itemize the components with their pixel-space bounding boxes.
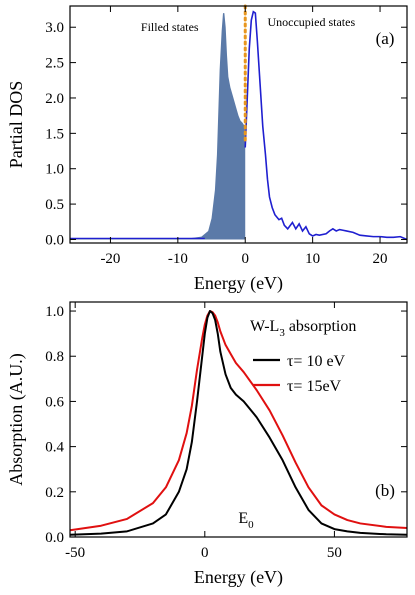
legend-label-tau-15: τ= 15eV (287, 378, 342, 395)
panel-a-plot-area (70, 4, 408, 241)
panel-b-legend: τ= 10 eV τ= 15eV (253, 353, 346, 395)
e0-main: E (238, 510, 248, 527)
x-tick-label: -20 (100, 251, 120, 267)
y-tick-label: 2.5 (45, 56, 64, 72)
y-tick-label: 1.0 (45, 304, 64, 320)
panel-b-plot-area (69, 310, 408, 536)
panel-a-frame (69, 5, 408, 244)
y-tick-label: 0.2 (45, 485, 64, 501)
title-rest: absorption (285, 318, 357, 335)
y-tick-label: 0.8 (45, 349, 64, 365)
panel-a-partial-dos: -20 -10 0 10 20 0.0 0.5 1.0 1.5 2.0 2.5 3.0 Energy … (6, 4, 408, 294)
y-tick-label: 0.6 (45, 394, 64, 410)
title-main: W-L (250, 318, 279, 335)
y-tick-label: 0.4 (45, 440, 64, 456)
unoccupied-states-line (244, 10, 408, 241)
panel-a-x-axis-title: Energy (eV) (194, 273, 283, 294)
y-tick-label: 0.0 (45, 232, 64, 248)
unoccupied-states-annotation: Unoccupied states (267, 15, 355, 29)
panel-b-label: (b) (375, 481, 395, 500)
filled-states-area (70, 13, 246, 240)
panel-b-axes: -50 0 50 0.0 0.2 0.4 0.6 0.8 1.0 (45, 302, 407, 561)
x-tick-label: 20 (373, 251, 388, 267)
y-tick-label: 2.0 (45, 91, 64, 107)
panel-b-x-axis-title: Energy (eV) (194, 567, 283, 588)
y-tick-label: 0.0 (45, 530, 64, 546)
panel-a-label: (a) (376, 29, 395, 48)
x-tick-label: -10 (168, 251, 188, 267)
y-tick-label: 0.5 (45, 197, 64, 213)
e0-annotation: E0 (238, 510, 254, 531)
y-tick-label: 3.0 (45, 20, 64, 36)
series-tau-15-line (69, 310, 408, 532)
panel-b-absorption: -50 0 50 0.0 0.2 0.4 0.6 0.8 1.0 Energy (eV) Abs… (6, 301, 408, 588)
legend-label-tau-10: τ= 10 eV (287, 353, 346, 370)
x-tick-label: 50 (327, 545, 342, 561)
x-tick-label: 0 (201, 545, 209, 561)
panel-b-title: W-L3 absorption (250, 318, 356, 339)
series-tau-10-line (69, 310, 408, 536)
x-tick-label: 0 (241, 251, 249, 267)
e0-subscript: 0 (248, 519, 254, 531)
panel-a-axes: -20 -10 0 10 20 0.0 0.5 1.0 1.5 2.0 2.5 3.0 (45, 6, 407, 267)
y-tick-label: 1.0 (45, 162, 64, 178)
title-subscript: 3 (279, 327, 285, 339)
y-tick-label: 1.5 (45, 126, 64, 142)
x-tick-label: -50 (65, 545, 85, 561)
x-tick-label: 10 (305, 251, 320, 267)
filled-states-annotation: Filled states (141, 20, 199, 34)
panel-b-y-axis-title: Absorption (A.U.) (6, 353, 27, 486)
panel-a-y-axis-title: Partial DOS (6, 81, 26, 169)
panel-b-frame (69, 301, 408, 538)
